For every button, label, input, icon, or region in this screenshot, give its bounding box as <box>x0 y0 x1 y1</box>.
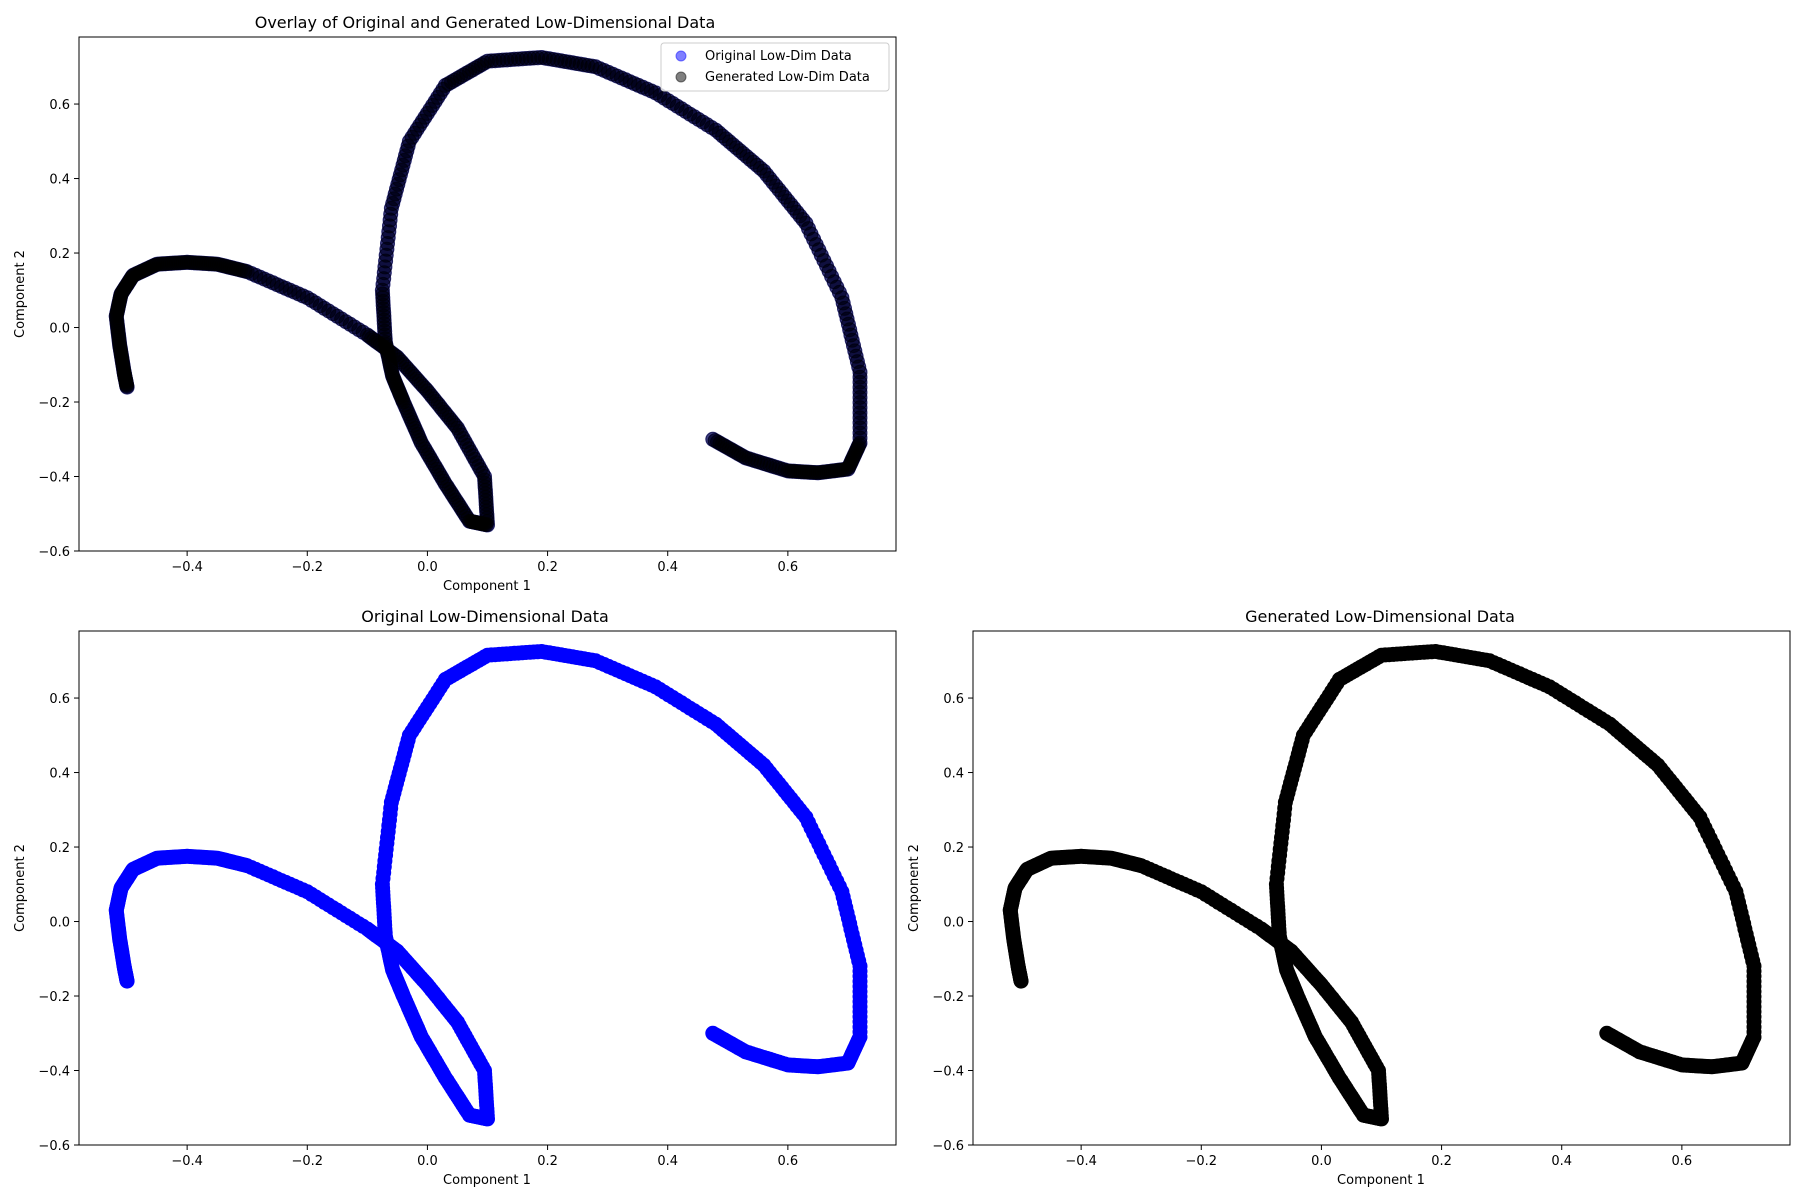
y-tick-label: −0.4 <box>932 1065 964 1080</box>
axes-frame <box>972 630 1791 1146</box>
generated-plot-area: −0.4 −0.2 0.0 0.2 0.4 0.6 −0.6 −0.4 −0.2 0.0 0.2 0.… <box>932 630 1791 1169</box>
axes-frame <box>78 36 897 552</box>
y-tick-label: 0.4 <box>49 767 70 782</box>
legend-label-generated: Generated Low-Dim Data <box>705 70 870 85</box>
x-tick-label: 0.6 <box>778 1154 799 1169</box>
axes-frame <box>78 630 897 1146</box>
generated-panel: Generated Low-Dimensional Data −0.4 −0.2 0… <box>907 607 1791 1188</box>
y-tick-label: 0.6 <box>943 692 964 707</box>
y-tick-label: 0.6 <box>49 692 70 707</box>
data-marks <box>108 50 868 533</box>
generated-y-axis-label: Component 2 <box>907 844 922 932</box>
x-tick-label: 0.2 <box>1431 1154 1452 1169</box>
overlay-x-axis-label: Component 1 <box>443 579 531 594</box>
x-tick-label: 0.0 <box>417 1154 438 1169</box>
y-tick-label: 0.6 <box>49 98 70 113</box>
data-point <box>705 431 721 447</box>
generated-x-axis-label: Component 1 <box>1337 1173 1425 1188</box>
y-tick-label: −0.2 <box>38 990 70 1005</box>
data-marks <box>108 644 868 1127</box>
original-title: Original Low-Dimensional Data <box>361 607 609 626</box>
overlay-title: Overlay of Original and Generated Low-Di… <box>255 13 716 32</box>
original-panel: Original Low-Dimensional Data −0.4 −0.2 0.… <box>13 607 897 1188</box>
y-tick-label: −0.4 <box>38 1065 70 1080</box>
x-tick-label: −0.2 <box>291 1154 323 1169</box>
x-tick-label: −0.4 <box>171 1154 203 1169</box>
data-marks <box>1002 644 1762 1127</box>
x-tick-label: −0.2 <box>291 560 323 575</box>
legend-label-original: Original Low-Dim Data <box>705 49 852 64</box>
legend-frame <box>660 42 890 92</box>
y-tick-label: −0.6 <box>38 545 70 560</box>
overlay-panel: Overlay of Original and Generated Low-Di… <box>13 13 897 594</box>
y-tick-label: 0.4 <box>943 767 964 782</box>
legend-marker-original <box>675 50 687 62</box>
y-tick-label: −0.4 <box>38 471 70 486</box>
series-1 <box>108 644 868 1127</box>
y-tick-label: 0.2 <box>49 841 70 856</box>
x-tick-label: 0.4 <box>657 1154 678 1169</box>
x-tick-label: 0.4 <box>657 560 678 575</box>
original-x-axis-label: Component 1 <box>443 1173 531 1188</box>
series-2 <box>108 50 868 533</box>
x-tick-label: −0.4 <box>1065 1154 1097 1169</box>
overlay-y-axis-label: Component 2 <box>13 250 28 338</box>
legend-marker-generated <box>675 71 687 83</box>
y-tick-label: −0.2 <box>932 990 964 1005</box>
original-y-axis-label: Component 2 <box>13 844 28 932</box>
x-tick-label: −0.4 <box>171 560 203 575</box>
x-tick-label: 0.6 <box>778 560 799 575</box>
y-tick-label: −0.2 <box>38 396 70 411</box>
x-tick-label: 0.6 <box>1672 1154 1693 1169</box>
y-tick-label: 0.2 <box>943 841 964 856</box>
overlay-plot-area: −0.4 −0.2 0.0 0.2 0.4 0.6 −0.6 −0.4 −0.2 0.0 0.2 0.… <box>38 36 897 575</box>
x-tick-label: 0.0 <box>1311 1154 1332 1169</box>
generated-title: Generated Low-Dimensional Data <box>1245 607 1515 626</box>
y-tick-label: −0.6 <box>38 1139 70 1154</box>
data-point <box>705 1025 721 1041</box>
data-point <box>1599 1025 1615 1041</box>
y-tick-label: −0.6 <box>932 1139 964 1154</box>
x-tick-label: 0.4 <box>1551 1154 1572 1169</box>
original-plot-area: −0.4 −0.2 0.0 0.2 0.4 0.6 −0.6 −0.4 −0.2 0.0 0.2 0.… <box>38 630 897 1169</box>
y-tick-label: 0.0 <box>49 916 70 931</box>
x-tick-label: 0.2 <box>537 1154 558 1169</box>
overlay-legend: Original Low-Dim Data Generated Low-Dim … <box>660 42 890 92</box>
y-tick-label: 0.2 <box>49 247 70 262</box>
y-tick-label: 0.0 <box>943 916 964 931</box>
x-tick-label: 0.0 <box>417 560 438 575</box>
y-tick-label: 0.4 <box>49 173 70 188</box>
x-tick-label: 0.2 <box>537 560 558 575</box>
x-tick-label: −0.2 <box>1185 1154 1217 1169</box>
y-tick-label: 0.0 <box>49 322 70 337</box>
series-1 <box>1002 644 1762 1127</box>
